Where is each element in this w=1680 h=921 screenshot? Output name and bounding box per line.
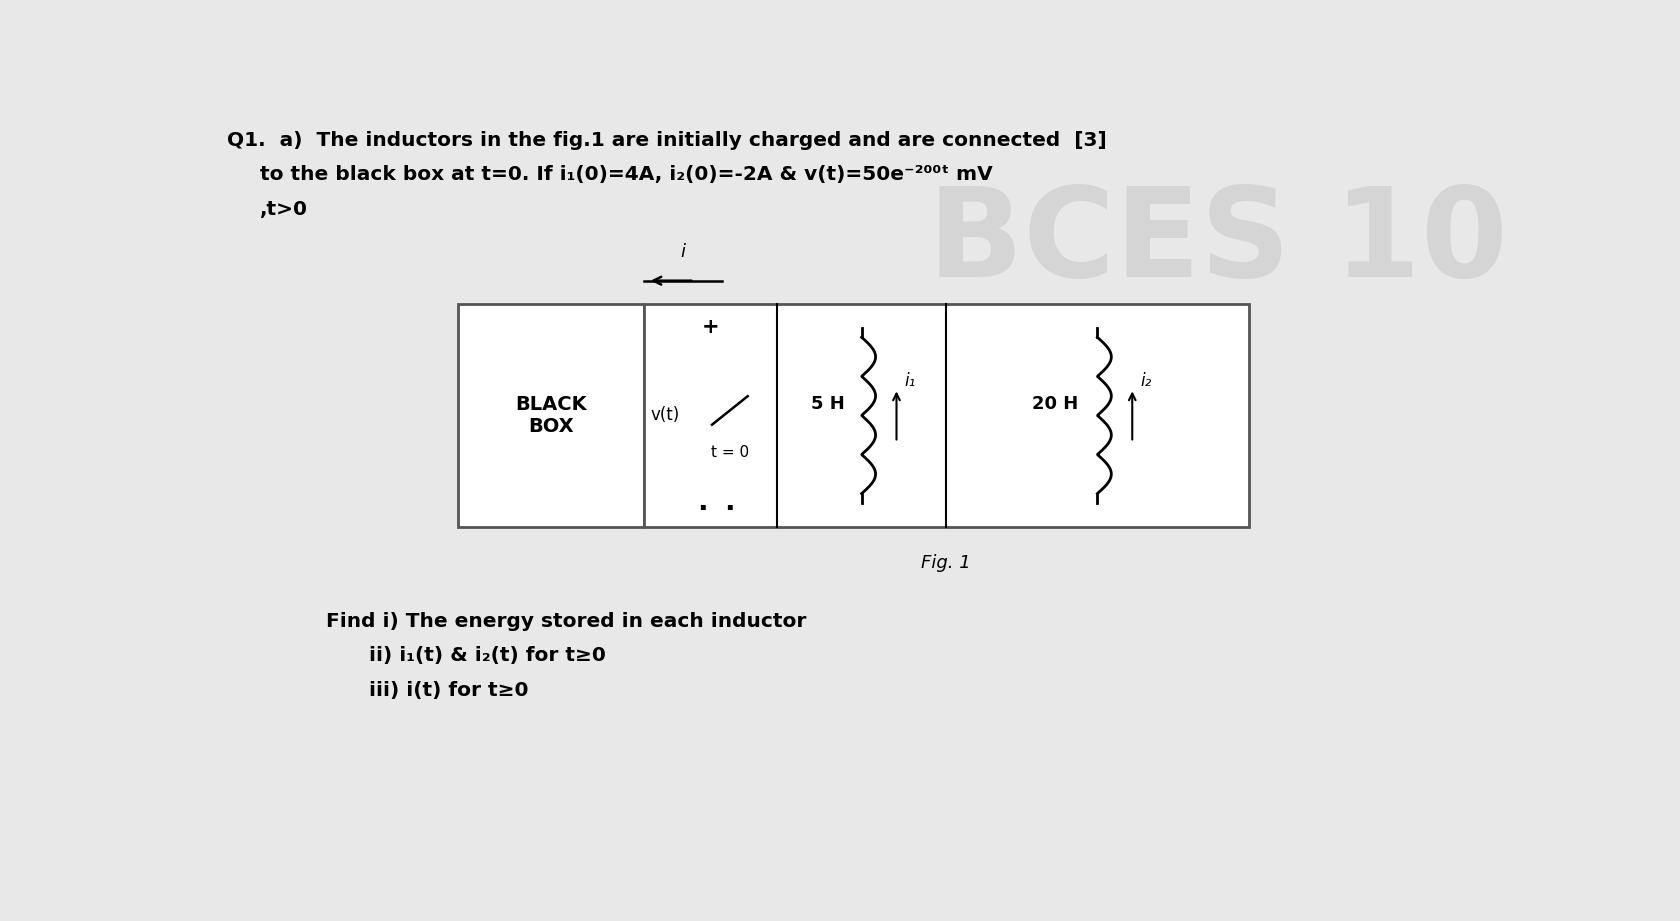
Text: v(t): v(t) [650,406,679,425]
Text: i: i [680,243,685,262]
Text: to the black box at t=0. If i₁(0)=4A, i₂(0)=-2A & v(t)=50e⁻²⁰⁰ᵗ mV: to the black box at t=0. If i₁(0)=4A, i₂… [260,165,993,184]
Text: BLACK
BOX: BLACK BOX [516,395,586,436]
Text: Find i) The energy stored in each inductor: Find i) The energy stored in each induct… [326,612,806,631]
Text: iii) i(t) for t≥0: iii) i(t) for t≥0 [370,682,529,700]
Text: .: . [697,488,707,517]
Text: BCES 10: BCES 10 [927,181,1507,303]
Text: ,t>0: ,t>0 [260,200,309,219]
Bar [459,304,643,527]
Text: t = 0: t = 0 [711,445,749,460]
Text: i₂: i₂ [1141,372,1151,390]
Text: Q1.  a)  The inductors in the fig.1 are initially charged and are connected  [3]: Q1. a) The inductors in the fig.1 are in… [227,131,1107,149]
Text: Fig. 1: Fig. 1 [921,554,971,572]
Text: ii) i₁(t) & i₂(t) for t≥0: ii) i₁(t) & i₂(t) for t≥0 [370,647,606,666]
Text: i₁: i₁ [904,372,916,390]
Text: 20 H: 20 H [1032,395,1079,413]
Text: 5 H: 5 H [811,395,845,413]
Text: .: . [724,488,736,517]
Text: +: + [702,317,719,337]
Bar [643,304,1248,527]
